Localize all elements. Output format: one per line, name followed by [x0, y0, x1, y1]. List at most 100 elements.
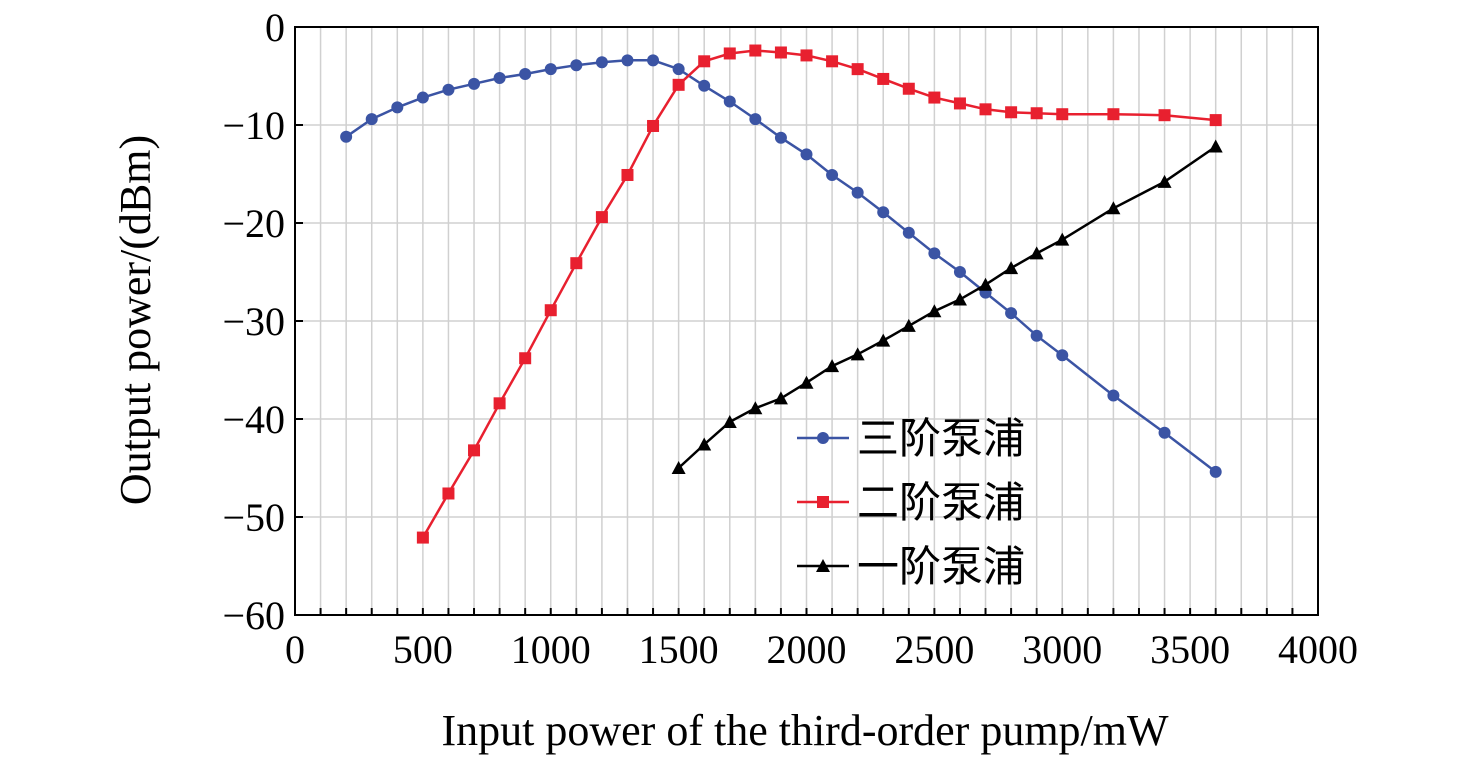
y-tick-label: −40 — [222, 397, 285, 442]
legend-label: 二阶泵浦 — [857, 478, 1025, 527]
y-tick-label: 0 — [265, 5, 285, 50]
data-point — [800, 148, 813, 161]
series-layer — [340, 44, 1223, 544]
data-point — [647, 119, 660, 132]
data-point — [749, 113, 762, 126]
data-point — [902, 226, 915, 239]
data-point — [748, 401, 763, 415]
data-point — [519, 68, 532, 81]
data-point — [519, 352, 532, 365]
y-tick-label: −20 — [222, 201, 285, 246]
x-tick-label: 500 — [393, 627, 453, 672]
legend-item: 三阶泵浦 — [797, 414, 1025, 463]
data-point — [877, 206, 890, 219]
data-point — [1005, 307, 1018, 320]
axes: 0 500 1000 1500 2000 2500 3000 3500 4000 0 −10 −20 −… — [222, 5, 1358, 672]
data-point — [953, 266, 966, 278]
data-point — [799, 375, 814, 389]
data-point — [928, 247, 941, 260]
y-axis-title: Output power/(dBm) — [111, 135, 160, 505]
y-tick-label: −10 — [222, 103, 285, 148]
x-tick-label: 2500 — [894, 627, 974, 672]
x-axis-title: Input power of the third-order pump/mW — [441, 706, 1169, 755]
data-point — [979, 103, 992, 116]
x-tick-label: 4000 — [1278, 627, 1358, 672]
y-tick-label: −30 — [222, 299, 285, 344]
x-tick-label: 1000 — [511, 627, 591, 672]
data-point — [671, 461, 686, 474]
data-point — [773, 391, 788, 405]
data-point — [647, 54, 660, 67]
data-point — [544, 304, 557, 317]
data-point — [595, 56, 608, 69]
data-point — [493, 397, 506, 410]
data-point — [621, 168, 634, 181]
data-point — [1107, 389, 1120, 402]
data-point — [442, 83, 455, 96]
data-point — [1056, 108, 1069, 121]
data-point — [901, 318, 916, 332]
data-point — [817, 432, 829, 444]
data-point — [698, 55, 711, 68]
grid — [295, 27, 1318, 615]
data-point — [698, 79, 711, 92]
data-point — [800, 49, 813, 62]
x-tick-label: 2000 — [767, 627, 847, 672]
y-tick-label: −60 — [222, 593, 285, 638]
data-point — [877, 72, 890, 85]
data-point — [1107, 108, 1120, 121]
data-point — [851, 186, 864, 199]
data-point — [672, 78, 685, 91]
data-point — [825, 359, 840, 373]
data-point — [817, 496, 829, 508]
data-point — [468, 77, 481, 90]
data-point — [391, 101, 404, 114]
series-2 — [416, 44, 1222, 544]
data-point — [595, 211, 608, 224]
legend-item: 一阶泵浦 — [797, 542, 1025, 591]
data-point — [978, 277, 993, 291]
data-point — [902, 82, 915, 95]
data-point — [953, 97, 966, 110]
data-point — [493, 71, 506, 84]
y-tick-label: −50 — [222, 495, 285, 540]
data-point — [1158, 426, 1171, 439]
data-point — [876, 333, 891, 347]
legend-item: 二阶泵浦 — [797, 478, 1025, 527]
data-point — [826, 55, 839, 68]
data-point — [1208, 139, 1223, 153]
data-point — [1106, 201, 1121, 215]
data-point — [1157, 174, 1172, 188]
data-point — [850, 347, 865, 361]
x-tick-label: 3000 — [1022, 627, 1102, 672]
data-point — [365, 113, 378, 126]
data-point — [774, 131, 787, 144]
data-point — [1158, 109, 1171, 122]
data-point — [468, 444, 481, 457]
x-tick-label: 1500 — [639, 627, 719, 672]
data-point — [672, 63, 685, 76]
data-point — [1056, 349, 1069, 362]
x-tick-label: 3500 — [1150, 627, 1230, 672]
data-point — [927, 304, 942, 318]
data-point — [749, 44, 762, 57]
data-point — [1209, 465, 1222, 478]
data-point — [774, 46, 787, 59]
legend-label: 三阶泵浦 — [857, 414, 1025, 463]
data-point — [1209, 114, 1222, 127]
data-point — [816, 559, 830, 572]
data-point — [851, 63, 864, 76]
data-point — [544, 63, 557, 76]
data-point — [722, 414, 737, 428]
legend-label: 一阶泵浦 — [857, 542, 1025, 591]
data-point — [723, 95, 736, 108]
data-point — [952, 292, 967, 306]
data-point — [621, 54, 634, 67]
data-point — [1029, 246, 1044, 260]
series-3 — [671, 139, 1223, 474]
data-point — [1030, 329, 1043, 342]
x-tick-label: 0 — [285, 627, 305, 672]
